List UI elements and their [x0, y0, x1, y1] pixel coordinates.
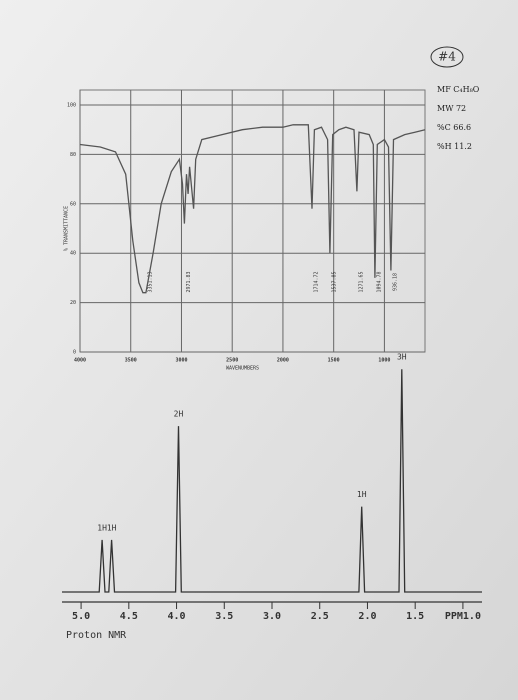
- note-line: MF C₄H₈O: [437, 85, 480, 94]
- note-label: #4: [438, 50, 456, 64]
- peak-label: 1714.72: [313, 271, 319, 292]
- note-line: MW 72: [437, 104, 466, 113]
- peak-label: 2H: [174, 410, 184, 419]
- x-tick-label: 3.0: [263, 611, 281, 622]
- x-tick-label: 3.5: [215, 611, 233, 622]
- x-tick-label: 3000: [175, 358, 187, 364]
- y-tick-label: 20: [70, 300, 76, 306]
- x-tick-label: PPM1.0: [445, 611, 481, 622]
- peak-label: 1271.65: [358, 271, 364, 292]
- y-tick-label: 0: [73, 350, 76, 356]
- peak-label: 1H: [107, 523, 117, 532]
- x-tick-label: 2.0: [358, 611, 376, 622]
- peak-label: 2971.83: [186, 271, 192, 292]
- x-tick-label: 1.5: [406, 611, 424, 622]
- chart-title: Proton NMR: [66, 630, 127, 641]
- peak-label: 1H: [97, 523, 107, 532]
- y-tick-label: 80: [70, 152, 76, 158]
- y-tick-label: 60: [70, 201, 76, 207]
- x-tick-label: 2000: [277, 358, 289, 364]
- peak-label: 3H: [397, 353, 407, 362]
- x-axis-label: WAVENUMBERS: [226, 366, 259, 372]
- x-tick-label: 2.5: [311, 611, 329, 622]
- peak-label: 936.18: [392, 273, 398, 291]
- x-tick-label: 1000: [378, 358, 390, 364]
- x-tick-label: 5.0: [72, 611, 90, 622]
- x-tick-label: 1500: [328, 358, 340, 364]
- y-tick-label: 40: [70, 251, 76, 257]
- x-tick-label: 2500: [226, 358, 238, 364]
- peak-label: 1094.78: [376, 271, 382, 292]
- x-tick-label: 3500: [125, 358, 137, 364]
- peak-label: 1537.85: [331, 271, 337, 292]
- note-line: %H 11.2: [437, 142, 472, 151]
- spectrum-line: [79, 124, 426, 294]
- x-tick-label: 4.5: [120, 611, 138, 622]
- peak-label: 1H: [357, 490, 367, 499]
- peak-label: 3351.13: [147, 271, 153, 292]
- y-tick-label: 100: [67, 103, 76, 109]
- y-axis-label: % TRANSMITTANCE: [64, 206, 70, 251]
- x-tick-label: 4000: [74, 358, 86, 364]
- spectrum-line: [62, 369, 482, 593]
- note-line: %C 66.6: [437, 123, 471, 132]
- x-tick-label: 4.0: [168, 611, 186, 622]
- note-circle: [430, 46, 464, 68]
